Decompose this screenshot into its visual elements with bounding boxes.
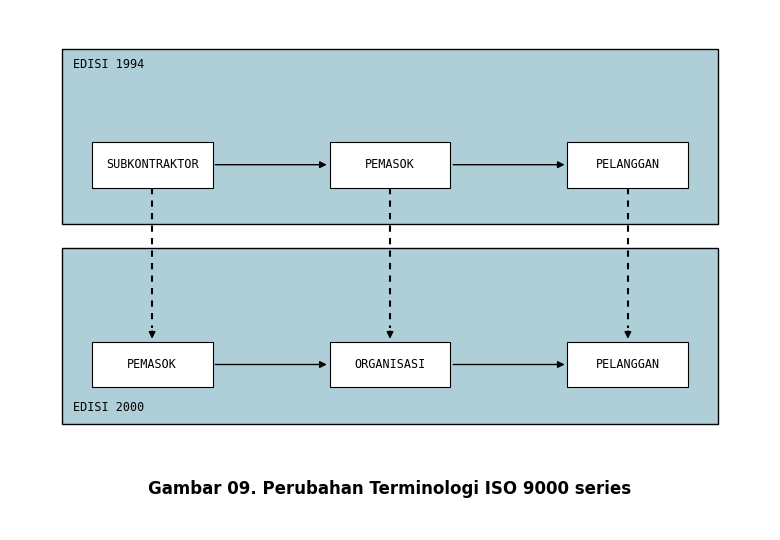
- Text: ORGANISASI: ORGANISASI: [354, 358, 426, 371]
- FancyBboxPatch shape: [62, 49, 718, 224]
- Text: Gambar 09. Perubahan Terminologi ISO 9000 series: Gambar 09. Perubahan Terminologi ISO 900…: [148, 480, 632, 498]
- Text: PEMASOK: PEMASOK: [127, 358, 177, 371]
- Text: PELANGGAN: PELANGGAN: [596, 158, 660, 171]
- FancyBboxPatch shape: [329, 341, 451, 388]
- Text: SUBKONTRAKTOR: SUBKONTRAKTOR: [106, 158, 198, 171]
- FancyBboxPatch shape: [92, 142, 212, 188]
- FancyBboxPatch shape: [568, 341, 689, 388]
- Text: EDISI 2000: EDISI 2000: [73, 401, 144, 414]
- FancyBboxPatch shape: [329, 142, 451, 188]
- FancyBboxPatch shape: [62, 248, 718, 424]
- Text: EDISI 1994: EDISI 1994: [73, 58, 144, 71]
- Text: PEMASOK: PEMASOK: [365, 158, 415, 171]
- FancyBboxPatch shape: [568, 142, 689, 188]
- Text: PELANGGAN: PELANGGAN: [596, 358, 660, 371]
- FancyBboxPatch shape: [92, 341, 212, 388]
